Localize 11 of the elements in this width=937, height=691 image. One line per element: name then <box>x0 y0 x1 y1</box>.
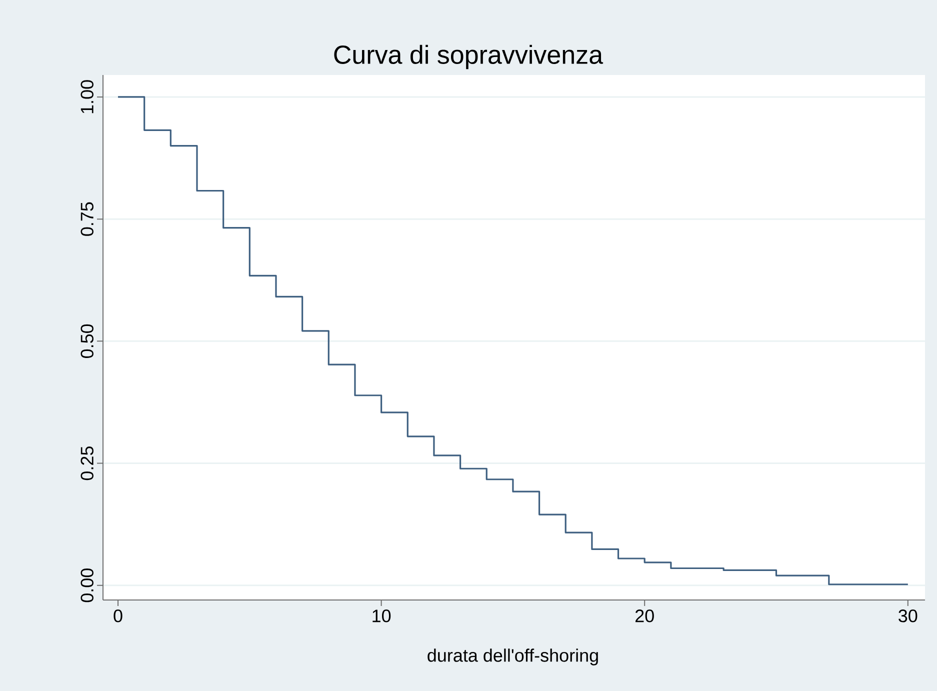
x-tick-label: 10 <box>372 610 391 622</box>
x-axis-title: durata dell'off-shoring <box>428 648 598 666</box>
y-tick-label: 0.00 <box>80 568 94 602</box>
y-tick-label: 0.75 <box>80 202 94 236</box>
y-tick-label: 0.25 <box>80 446 94 480</box>
x-tick-label: 0 <box>114 610 122 622</box>
x-tick-label: 30 <box>898 610 918 622</box>
y-tick-label: 0.50 <box>80 324 94 358</box>
x-tick-label: 20 <box>636 610 654 622</box>
chart-title: Curva di sopravvivenza <box>334 44 604 70</box>
y-tick-label: 1.00 <box>80 80 94 114</box>
